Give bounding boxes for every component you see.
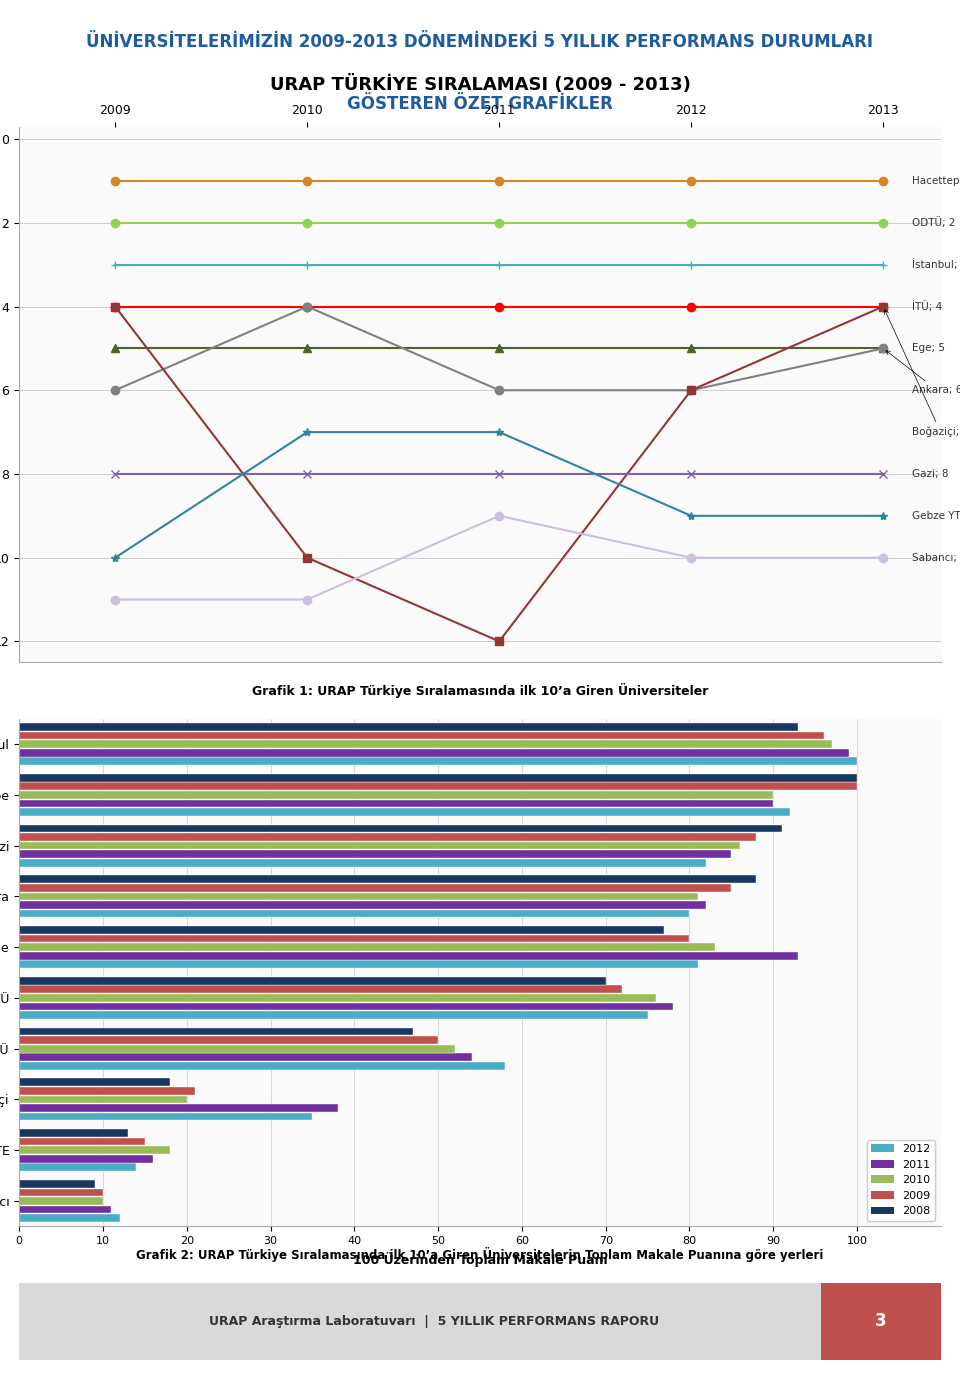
- Bar: [19, 934, 689, 943]
- Bar: [19, 833, 756, 841]
- Bar: [19, 808, 790, 816]
- Bar: [19, 1079, 170, 1085]
- Bar: [19, 985, 622, 993]
- Bar: [19, 1095, 187, 1103]
- Bar: [19, 1156, 154, 1162]
- Bar: [19, 842, 740, 849]
- Bar: [19, 901, 707, 908]
- Bar: [19, 1113, 312, 1120]
- Bar: [19, 993, 656, 1002]
- Bar: [19, 1003, 673, 1010]
- Bar: [19, 782, 857, 790]
- Bar: [19, 1197, 103, 1205]
- Bar: [19, 952, 799, 959]
- Bar: [19, 926, 664, 934]
- Text: 3: 3: [876, 1312, 887, 1330]
- Bar: [19, 800, 773, 808]
- Bar: [19, 893, 698, 900]
- Text: Gazi; 8: Gazi; 8: [912, 469, 948, 480]
- Text: Grafik 2: URAP Türkiye Sıralamasında ilk 10’a Giren Üniversitelerin Toplam Makal: Grafik 2: URAP Türkiye Sıralamasında ilk…: [136, 1248, 824, 1261]
- Bar: [19, 1062, 505, 1069]
- Title: URAP TÜRKİYE SIRALAMASI (2009 - 2013): URAP TÜRKİYE SIRALAMASI (2009 - 2013): [270, 76, 690, 93]
- Bar: [19, 1129, 128, 1136]
- Text: Hacettepe; 1: Hacettepe; 1: [912, 176, 960, 185]
- Text: İTÜ; 4: İTÜ; 4: [912, 301, 943, 312]
- Text: Sabancı; 10: Sabancı; 10: [912, 552, 960, 563]
- Bar: [19, 960, 698, 969]
- Text: GÖSTEREN ÖZET GRAFİKLER: GÖSTEREN ÖZET GRAFİKLER: [348, 95, 612, 113]
- Bar: [19, 1215, 120, 1221]
- Bar: [19, 1180, 95, 1187]
- Text: Gebze YTE; 9: Gebze YTE; 9: [912, 511, 960, 521]
- Bar: [19, 944, 714, 951]
- Legend: 2012, 2011, 2010, 2009, 2008: 2012, 2011, 2010, 2009, 2008: [867, 1139, 935, 1220]
- Bar: [19, 875, 756, 883]
- Bar: [19, 749, 849, 757]
- Bar: [19, 1028, 413, 1036]
- Text: Boğaziçi; 7: Boğaziçi; 7: [884, 309, 960, 437]
- Bar: [19, 910, 689, 918]
- Bar: [19, 851, 732, 857]
- Text: Ankara; 6: Ankara; 6: [886, 350, 960, 396]
- Text: Grafik 1: URAP Türkiye Sıralamasında ilk 10’a Giren Üniversiteler: Grafik 1: URAP Türkiye Sıralamasında ilk…: [252, 683, 708, 698]
- Bar: [19, 1011, 648, 1020]
- Text: ÜNİVERSİTELERİMİZİN 2009-2013 DÖNEMİNDEKİ 5 YILLIK PERFORMANS DURUMLARI: ÜNİVERSİTELERİMİZİN 2009-2013 DÖNEMİNDEK…: [86, 33, 874, 51]
- Bar: [19, 732, 824, 739]
- Bar: [19, 774, 857, 782]
- Text: URAP Araştırma Laboratuvarı  |  5 YILLIK PERFORMANS RAPORU: URAP Araştırma Laboratuvarı | 5 YILLIK P…: [209, 1315, 659, 1329]
- Bar: [19, 1105, 338, 1112]
- Bar: [19, 883, 732, 892]
- Bar: [19, 977, 606, 985]
- Bar: [19, 824, 781, 833]
- Bar: [19, 1189, 103, 1197]
- Bar: [19, 1036, 438, 1044]
- X-axis label: 100 Üzerinden Toplam Makale Puanı: 100 Üzerinden Toplam Makale Puanı: [352, 1252, 608, 1267]
- Bar: [19, 757, 857, 765]
- Bar: [19, 1164, 136, 1171]
- Bar: [821, 1283, 941, 1360]
- Bar: [19, 1044, 455, 1052]
- Bar: [19, 723, 799, 731]
- Text: İstanbul; 3: İstanbul; 3: [912, 260, 960, 271]
- Bar: [19, 791, 773, 798]
- Bar: [19, 1087, 195, 1095]
- Bar: [19, 859, 707, 867]
- Bar: [19, 1138, 145, 1146]
- Bar: [19, 1146, 170, 1154]
- Text: Ege; 5: Ege; 5: [912, 344, 945, 353]
- Bar: [19, 1054, 471, 1061]
- Text: ODTÜ; 2: ODTÜ; 2: [912, 217, 955, 228]
- Bar: [19, 1205, 111, 1213]
- Bar: [19, 741, 832, 747]
